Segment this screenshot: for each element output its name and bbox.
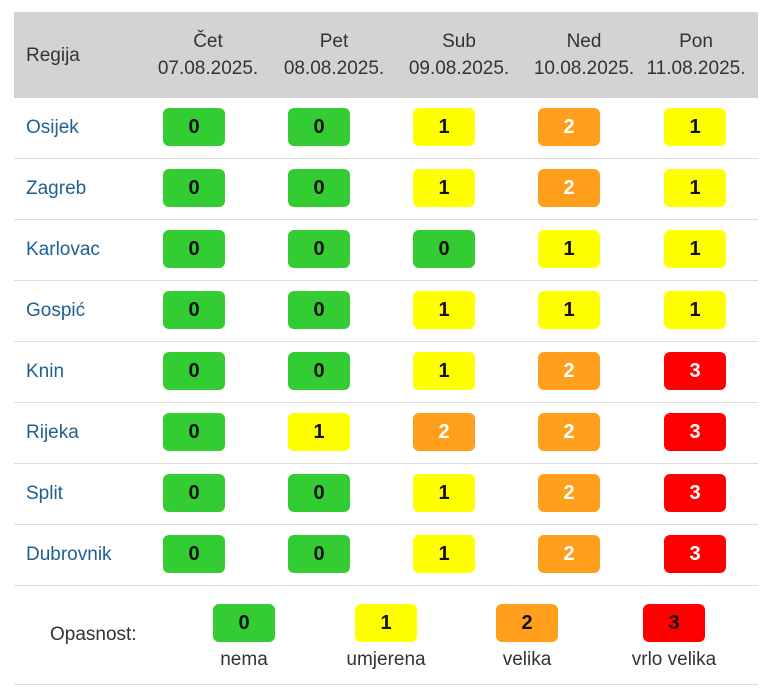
danger-badge: 1 — [664, 291, 726, 329]
table-header: Regija Čet 07.08.2025. Pet 08.08.2025. S… — [14, 12, 758, 98]
danger-badge: 0 — [288, 291, 350, 329]
legend-badge-0: 0 — [213, 604, 275, 642]
table-row: Split 0 0 1 2 3 — [14, 464, 758, 525]
legend-badge-3: 3 — [643, 604, 705, 642]
table-row: Zagreb 0 0 1 2 1 — [14, 159, 758, 220]
header-day-4: Ned 10.08.2025. — [520, 12, 648, 98]
table-row: Osijek 0 0 1 2 1 — [14, 98, 758, 159]
danger-badge: 0 — [288, 352, 350, 390]
danger-badge: 1 — [413, 291, 475, 329]
danger-badge: 0 — [163, 230, 225, 268]
table-row: Rijeka 0 1 2 2 3 — [14, 403, 758, 464]
danger-badge: 1 — [538, 230, 600, 268]
region-link[interactable]: Rijeka — [26, 422, 79, 443]
danger-badge: 0 — [163, 108, 225, 146]
region-link[interactable]: Gospić — [26, 300, 86, 321]
danger-badge: 1 — [664, 108, 726, 146]
header-day-5: Pon 11.08.2025. — [632, 12, 760, 98]
danger-badge: 2 — [538, 474, 600, 512]
danger-badge: 2 — [413, 413, 475, 451]
region-link[interactable]: Zagreb — [26, 178, 87, 199]
header-day-name: Pon — [679, 31, 713, 52]
table-row: Karlovac 0 0 0 1 1 — [14, 220, 758, 281]
danger-badge: 1 — [413, 535, 475, 573]
legend: Opasnost: 0 nema 1 umjerena 2 velika 3 v… — [14, 584, 758, 685]
legend-text-0: nema — [220, 649, 268, 670]
header-day-date: 09.08.2025. — [408, 58, 510, 79]
danger-badge: 1 — [538, 291, 600, 329]
danger-badge: 2 — [538, 535, 600, 573]
danger-badge: 2 — [538, 352, 600, 390]
header-day-2: Pet 08.08.2025. — [270, 12, 398, 98]
region-link[interactable]: Karlovac — [26, 239, 100, 260]
danger-badge: 0 — [163, 169, 225, 207]
danger-badge: 0 — [163, 291, 225, 329]
danger-badge: 3 — [664, 474, 726, 512]
danger-badge: 0 — [288, 230, 350, 268]
header-day-3: Sub 09.08.2025. — [395, 12, 523, 98]
danger-badge: 0 — [163, 352, 225, 390]
header-day-name: Čet — [193, 31, 223, 52]
danger-badge: 0 — [288, 169, 350, 207]
header-day-date: 11.08.2025. — [646, 58, 746, 79]
danger-badge: 1 — [664, 169, 726, 207]
legend-badge-1: 1 — [355, 604, 417, 642]
danger-badge: 3 — [664, 413, 726, 451]
danger-badge: 1 — [413, 169, 475, 207]
region-link[interactable]: Osijek — [26, 117, 79, 138]
table-row: Gospić 0 0 1 1 1 — [14, 281, 758, 342]
danger-badge: 0 — [288, 474, 350, 512]
table-row: Knin 0 0 1 2 3 — [14, 342, 758, 403]
danger-badge: 2 — [538, 108, 600, 146]
header-day-name: Sub — [442, 31, 476, 52]
region-link[interactable]: Dubrovnik — [26, 544, 112, 565]
header-day-name: Ned — [566, 31, 602, 52]
header-region-label: Regija — [26, 44, 80, 66]
legend-text-2: velika — [502, 649, 552, 670]
danger-badge: 2 — [538, 169, 600, 207]
danger-badge: 0 — [413, 230, 475, 268]
danger-badge: 3 — [664, 352, 726, 390]
danger-badge: 2 — [538, 413, 600, 451]
danger-badge: 1 — [413, 108, 475, 146]
legend-badge-2: 2 — [496, 604, 558, 642]
header-region: Regija — [26, 12, 80, 98]
table-row: Dubrovnik 0 0 1 2 3 — [14, 525, 758, 586]
header-day-1: Čet 07.08.2025. — [144, 12, 272, 98]
danger-badge: 0 — [163, 474, 225, 512]
header-day-date: 08.08.2025. — [283, 58, 385, 79]
region-link[interactable]: Knin — [26, 361, 65, 382]
danger-badge: 0 — [163, 535, 225, 573]
danger-badge: 0 — [288, 535, 350, 573]
header-day-date: 10.08.2025. — [533, 58, 635, 79]
danger-badge: 0 — [288, 108, 350, 146]
header-day-date: 07.08.2025. — [157, 58, 259, 79]
danger-badge: 1 — [413, 352, 475, 390]
danger-badge: 1 — [288, 413, 350, 451]
danger-badge: 3 — [664, 535, 726, 573]
legend-text-1: umjerena — [346, 649, 426, 670]
legend-label: Opasnost: — [50, 624, 137, 645]
danger-badge: 1 — [664, 230, 726, 268]
header-day-name: Pet — [319, 31, 349, 52]
danger-badge: 0 — [163, 413, 225, 451]
danger-badge: 1 — [413, 474, 475, 512]
region-link[interactable]: Split — [26, 483, 63, 504]
legend-text-3: vrlo velika — [631, 649, 717, 670]
